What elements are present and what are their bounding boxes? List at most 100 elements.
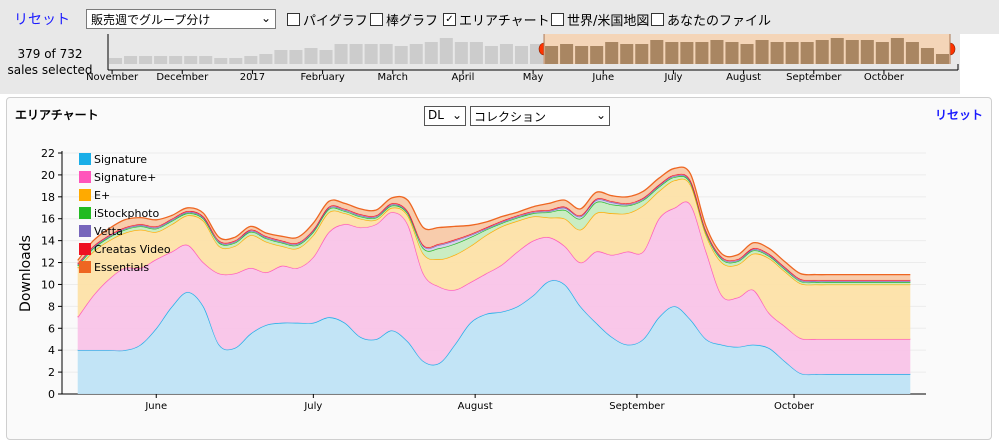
timeline-bar — [349, 44, 363, 64]
timeline-bar — [394, 46, 408, 64]
timeline-bar — [875, 42, 889, 64]
timeline-bar — [650, 40, 664, 64]
timeline-bar — [214, 58, 228, 64]
legend-swatch — [79, 261, 91, 273]
timeline-bar — [725, 42, 739, 64]
timeline-month-label: March — [378, 72, 408, 83]
y-tick-label: 10 — [41, 278, 55, 291]
area-chart: 0 2 4 6 8 10 12 14 16 18 20 22 Downloads June July Augu… — [18, 147, 926, 412]
legend-swatch — [79, 171, 91, 183]
checkbox-box-checked[interactable]: ✓ — [443, 13, 456, 26]
timeline-bar — [845, 40, 859, 64]
selection-count-value: 379 of 732 — [17, 47, 83, 61]
timeline-bar — [920, 48, 934, 64]
timeline-brush[interactable]: 379 of 732 sales selected November Decemb… — [0, 34, 960, 94]
timeline-bar — [800, 42, 814, 64]
timeline-bar — [289, 50, 303, 64]
reset-link[interactable]: リセット — [14, 12, 70, 28]
panel-reset-link[interactable]: リセット — [934, 108, 983, 122]
panel-title: エリアチャート — [15, 108, 99, 122]
timeline-month-label: October — [864, 72, 905, 83]
metric-select[interactable]: DL ⌄ — [424, 106, 466, 126]
series-area-signature — [77, 280, 911, 394]
timeline-bar — [424, 42, 438, 64]
timeline-bar — [785, 42, 799, 64]
timeline-bar — [319, 50, 333, 64]
top-toolbar: リセット 販売週でグループ分け ⌄ パイグラフ 棒グラフ ✓ エリアチャート 世界… — [0, 0, 999, 34]
your-files-checkbox[interactable]: あなたのファイル — [651, 10, 771, 29]
selection-count: 379 of 732 sales selected — [0, 46, 100, 78]
series-line-essentials — [77, 166, 911, 276]
timeline-bar — [590, 46, 604, 64]
legend-swatch — [79, 243, 91, 255]
timeline-bar — [890, 38, 904, 64]
checkbox-box[interactable] — [287, 13, 300, 26]
timeline-bar — [740, 44, 754, 64]
group-by-select[interactable]: 販売週でグループ分け ⌄ — [86, 9, 276, 29]
timeline-month-label: December — [156, 72, 209, 83]
metric-value: DL — [428, 108, 444, 122]
y-tick-label: 22 — [41, 147, 55, 160]
checkbox-box[interactable] — [370, 13, 383, 26]
timeline-bar — [514, 46, 528, 64]
y-tick-label: 18 — [41, 191, 55, 204]
y-tick-label: 2 — [48, 366, 55, 379]
series-area-essentials — [77, 167, 911, 281]
selection-count-suffix: sales selected — [7, 63, 93, 77]
timeline-bar — [169, 56, 183, 64]
timeline-month-label: November — [86, 72, 139, 83]
timeline-month-label: April — [452, 72, 475, 83]
legend-label: Essentials — [94, 261, 149, 274]
y-axis-label: Downloads — [18, 235, 34, 312]
timeline-bar — [545, 46, 559, 64]
timeline-bar — [605, 42, 619, 64]
checkbox-box[interactable] — [551, 13, 564, 26]
legend-swatch — [79, 225, 91, 237]
checkbox-box[interactable] — [651, 13, 664, 26]
timeline-bar — [499, 44, 513, 64]
series-area-e- — [77, 178, 911, 340]
area-chart-checkbox[interactable]: ✓ エリアチャート — [443, 10, 550, 29]
timeline-bar — [620, 44, 634, 64]
timeline-histogram[interactable]: November December 2017 February March April Ma… — [0, 34, 960, 94]
timeline-bar — [199, 56, 213, 64]
chevron-down-icon: ⌄ — [595, 108, 606, 122]
legend-label: E+ — [94, 189, 110, 202]
x-tick-label: October — [774, 401, 815, 412]
timeline-bar — [905, 42, 919, 64]
selection-end-handle[interactable] — [949, 34, 956, 64]
pie-chart-checkbox[interactable]: パイグラフ — [287, 10, 368, 29]
legend-label: Signature+ — [94, 171, 156, 184]
timeline-bar — [935, 54, 949, 64]
world-map-checkbox[interactable]: 世界/米国地図 — [551, 10, 649, 29]
timeline-bar — [575, 46, 589, 64]
selection-start-handle[interactable] — [538, 34, 545, 64]
x-tick-label: June — [144, 401, 167, 412]
y-tick-label: 4 — [48, 344, 55, 357]
timeline-bar — [484, 46, 498, 64]
timeline-bar — [379, 44, 393, 64]
timeline-bar — [154, 56, 168, 64]
x-tick-label: September — [609, 401, 665, 412]
timeline-bar — [364, 44, 378, 64]
timeline-bar — [770, 42, 784, 64]
bar-chart-checkbox[interactable]: 棒グラフ — [370, 10, 438, 29]
x-tick-label: August — [458, 401, 493, 412]
x-tick-label: July — [303, 401, 322, 412]
legend-label: Signature — [94, 153, 147, 166]
collection-select[interactable]: コレクション ⌄ — [470, 106, 610, 126]
y-tick-label: 14 — [41, 235, 55, 248]
group-by-value: 販売週でグループ分け — [91, 13, 211, 27]
collection-value: コレクション — [474, 110, 547, 124]
timeline-month-label: June — [591, 72, 614, 83]
timeline-month-label: September — [786, 72, 842, 83]
legend-swatch — [79, 207, 91, 219]
timeline-bar — [229, 58, 243, 64]
timeline-month-label: August — [726, 72, 761, 83]
timeline-bar — [710, 40, 724, 64]
timeline-bar — [259, 54, 273, 64]
timeline-bar — [560, 44, 574, 64]
timeline-bar — [469, 42, 483, 64]
timeline-month-label: July — [663, 72, 682, 83]
timeline-month-label: February — [300, 72, 344, 83]
